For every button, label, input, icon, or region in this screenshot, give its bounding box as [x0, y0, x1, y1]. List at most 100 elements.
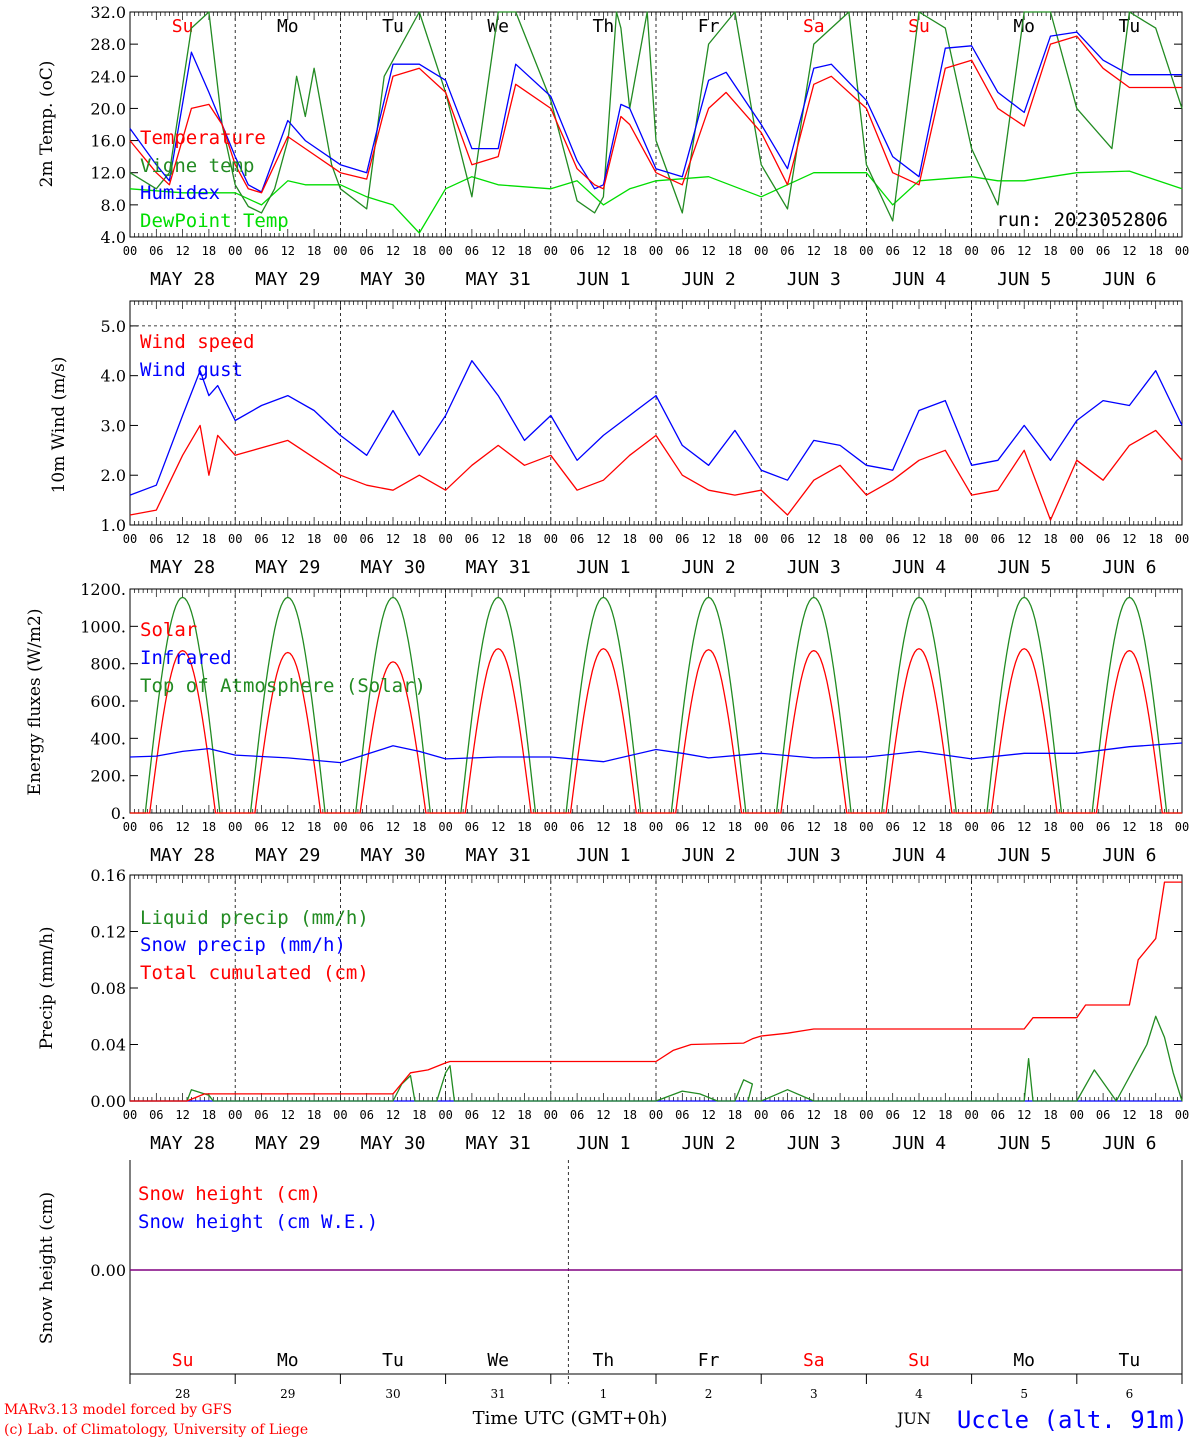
date-label: JUN 5 — [997, 269, 1051, 290]
wind-y-axis-label: 10m Wind (m/s) — [49, 357, 69, 494]
hour-tick-label: 00 — [123, 820, 137, 834]
hour-tick-label: 18 — [1148, 532, 1162, 546]
hour-tick-label: 12 — [386, 532, 400, 546]
y-tick-label: 4.0 — [101, 228, 126, 247]
hour-tick-label: 18 — [728, 532, 742, 546]
humidex-line — [129, 31, 1182, 193]
hour-tick-label: 12 — [912, 1108, 926, 1122]
y-tick-label: 4.0 — [101, 367, 126, 386]
legend-wind-speed: Wind speed — [140, 331, 254, 353]
hour-tick-label: 06 — [465, 532, 479, 546]
hour-tick-label: 00 — [228, 532, 242, 546]
hour-tick-label: 18 — [938, 820, 952, 834]
temp-y-axis-label: 2m Temp. (oC) — [37, 61, 57, 188]
hour-tick-label: 00 — [123, 244, 137, 258]
snow-day-number: 2 — [705, 1387, 713, 1401]
y-tick-label: 0.12 — [90, 923, 126, 942]
date-label: MAY 28 — [150, 557, 215, 578]
date-label: JUN 2 — [682, 1133, 736, 1154]
legend-liquid-precip: Liquid precip (mm/h) — [140, 907, 369, 929]
panel-0 — [129, 11, 1183, 238]
date-label: JUN 4 — [892, 845, 946, 866]
hour-tick-label: 12 — [596, 1108, 610, 1122]
day-name: Tu — [382, 16, 404, 37]
hour-tick-label: 18 — [622, 244, 636, 258]
snow-day-number: 3 — [810, 1387, 818, 1401]
hour-tick-label: 12 — [175, 244, 189, 258]
hour-tick-label: 06 — [465, 244, 479, 258]
hour-tick-label: 00 — [649, 532, 663, 546]
day-name: Sa — [803, 16, 825, 37]
hour-tick-label: 12 — [596, 532, 610, 546]
station-label: Uccle (alt. 91m) — [957, 1406, 1188, 1434]
date-label: JUN 5 — [997, 845, 1051, 866]
hour-tick-label: 00 — [228, 820, 242, 834]
hour-tick-label: 18 — [202, 244, 216, 258]
hour-tick-label: 12 — [912, 820, 926, 834]
hour-tick-label: 06 — [570, 820, 584, 834]
hour-tick-label: 00 — [754, 532, 768, 546]
legend-infrared: Infrared — [140, 647, 232, 669]
date-label: JUN 2 — [682, 557, 736, 578]
date-label: JUN 6 — [1102, 1133, 1156, 1154]
date-label: MAY 28 — [150, 269, 215, 290]
date-label: JUN 3 — [787, 1133, 841, 1154]
legend-humidex: Humidex — [140, 182, 220, 204]
hour-tick-label: 18 — [412, 1108, 426, 1122]
hour-tick-label: 12 — [701, 1108, 715, 1122]
day-name: Su — [172, 16, 194, 37]
hour-tick-label: 06 — [675, 1108, 689, 1122]
hour-tick-label: 18 — [833, 1108, 847, 1122]
y-tick-label: 1.0 — [101, 516, 126, 535]
hour-tick-label: 00 — [544, 532, 558, 546]
day-name: Mo — [1013, 16, 1035, 37]
y-tick-label: 12.0 — [90, 164, 126, 183]
y-tick-label: 0.16 — [90, 866, 126, 885]
hour-tick-label: 12 — [281, 820, 295, 834]
y-tick-label: 8.0 — [101, 196, 126, 215]
hour-tick-label: 00 — [544, 820, 558, 834]
hour-tick-label: 18 — [622, 532, 636, 546]
hour-tick-label: 06 — [991, 1108, 1005, 1122]
hour-tick-label: 00 — [964, 532, 978, 546]
total-cumulated-line — [130, 881, 1182, 1102]
wind-speed-line — [129, 424, 1183, 521]
hour-tick-label: 12 — [281, 244, 295, 258]
hour-tick-label: 00 — [1070, 532, 1084, 546]
solar-line — [130, 648, 1182, 814]
hour-tick-label: 06 — [675, 820, 689, 834]
hour-tick-label: 12 — [175, 820, 189, 834]
y-tick-label: 20.0 — [90, 99, 126, 118]
run-label: run: 2023052806 — [996, 209, 1168, 231]
hour-tick-label: 00 — [859, 1108, 873, 1122]
hour-tick-label: 06 — [780, 1108, 794, 1122]
hour-tick-label: 12 — [386, 1108, 400, 1122]
hour-tick-label: 06 — [359, 244, 373, 258]
y-tick-label: 0.04 — [90, 1036, 126, 1055]
y-tick-label: 24.0 — [90, 67, 126, 86]
panel-2 — [129, 588, 1183, 814]
date-label: JUN 1 — [576, 1133, 630, 1154]
hour-tick-label: 06 — [991, 244, 1005, 258]
hour-tick-label: 12 — [807, 1108, 821, 1122]
hour-tick-label: 18 — [1043, 244, 1057, 258]
y-tick-label: 32.0 — [90, 3, 126, 22]
legend-dewpoint: DewPoint Temp — [140, 210, 289, 232]
hour-tick-label: 18 — [728, 244, 742, 258]
hour-tick-label: 00 — [649, 820, 663, 834]
hour-tick-label: 12 — [175, 1108, 189, 1122]
hour-tick-label: 00 — [964, 244, 978, 258]
hour-tick-label: 06 — [465, 820, 479, 834]
hour-tick-label: 00 — [859, 532, 873, 546]
hour-tick-label: 12 — [701, 532, 715, 546]
hour-tick-label: 12 — [1017, 244, 1031, 258]
hour-tick-label: 00 — [1070, 244, 1084, 258]
hour-tick-label: 18 — [307, 244, 321, 258]
date-label: JUN 3 — [787, 845, 841, 866]
hour-tick-label: 06 — [780, 244, 794, 258]
hour-tick-label: 18 — [202, 820, 216, 834]
legend-snow-height-we: Snow height (cm W.E.) — [138, 1211, 378, 1233]
hour-tick-label: 06 — [1096, 1108, 1110, 1122]
hour-tick-label: 12 — [1122, 1108, 1136, 1122]
y-tick-label: 800. — [90, 655, 126, 674]
